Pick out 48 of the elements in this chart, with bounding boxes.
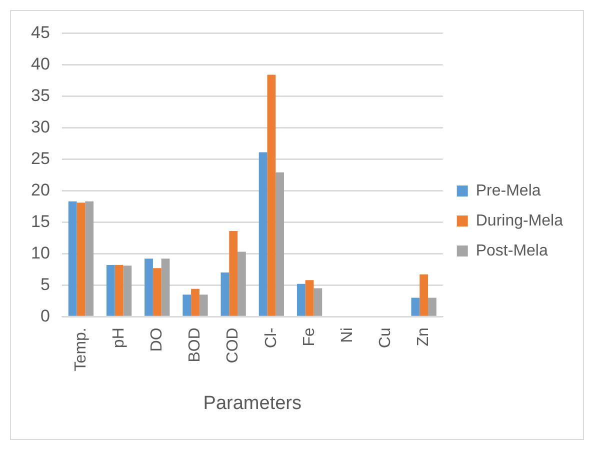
x-axis-title: Parameters — [203, 392, 302, 414]
bar — [182, 294, 192, 316]
x-tick-label: Cu — [377, 328, 394, 348]
y-tick-label: 20 — [30, 180, 50, 200]
y-tick-label: 10 — [30, 243, 50, 262]
bar — [258, 152, 268, 316]
y-tick-label: 15 — [30, 212, 50, 231]
bar — [85, 201, 94, 316]
x-tick-label: Temp. — [72, 328, 90, 372]
legend-label: During-Mela — [476, 212, 564, 230]
bar — [238, 252, 246, 316]
bar — [152, 268, 162, 316]
bar — [106, 264, 115, 316]
bar — [220, 272, 230, 316]
x-tick-label: BOD — [186, 328, 204, 362]
x-tick-label: pH — [110, 328, 128, 348]
bar — [191, 288, 200, 316]
legend-label: Post-Mela — [476, 242, 548, 260]
bar — [123, 266, 132, 316]
bar — [305, 280, 314, 316]
bar — [420, 274, 428, 316]
x-tick-label: Fe — [300, 328, 318, 346]
bar — [161, 258, 170, 316]
x-tick-label: COD — [224, 328, 242, 364]
bar — [68, 201, 77, 316]
legend-label: Pre-Mela — [476, 182, 541, 200]
bar — [114, 264, 124, 316]
y-tick-label: 45 — [30, 22, 50, 42]
y-tick-label: 5 — [40, 274, 50, 294]
y-tick-label: 35 — [30, 86, 50, 105]
x-tick-label: Zn — [415, 328, 432, 346]
x-tick-label: DO — [148, 328, 166, 352]
x-tick-label: Ni — [339, 328, 356, 343]
y-tick-label: 40 — [30, 54, 50, 74]
bar — [76, 202, 86, 316]
bar — [411, 298, 420, 316]
bar — [199, 294, 208, 316]
bar — [144, 258, 153, 316]
bar — [314, 288, 322, 316]
x-tick-label: Cl- — [262, 328, 280, 348]
bar — [276, 172, 284, 316]
bar — [428, 298, 436, 316]
y-tick-label: 0 — [40, 306, 50, 326]
bar — [296, 284, 306, 316]
bar — [267, 74, 276, 316]
bar — [229, 230, 238, 316]
y-tick-label: 30 — [30, 117, 50, 136]
y-tick-label: 25 — [30, 148, 50, 168]
